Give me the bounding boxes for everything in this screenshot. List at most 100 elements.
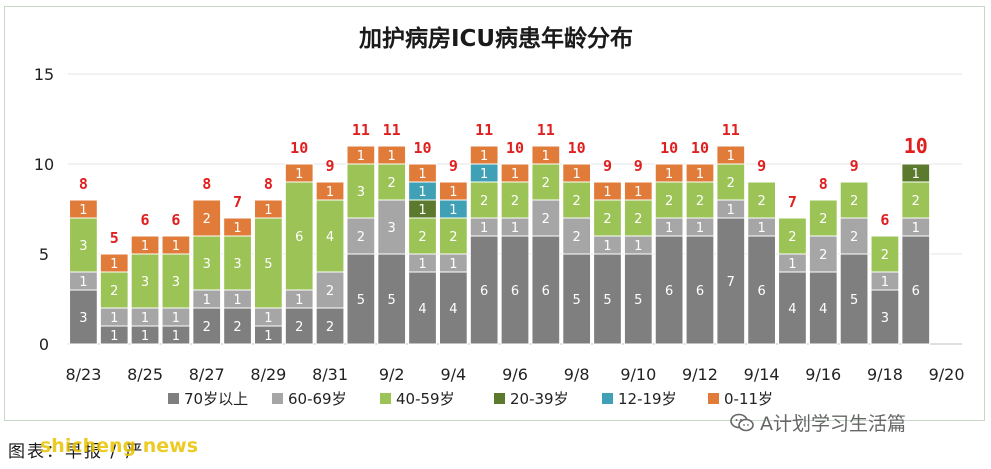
segment-label: 1 [449, 185, 457, 200]
segment-label: 1 [480, 149, 488, 164]
x-tick-label: 9/20 [929, 365, 965, 384]
x-tick-label: 8/31 [312, 365, 348, 384]
segment-label: 2 [511, 194, 519, 209]
segment-label: 1 [603, 239, 611, 254]
wechat-icon [730, 413, 754, 433]
segment-label: 1 [727, 203, 735, 218]
segment-label: 5 [264, 257, 272, 272]
segment-label: 2 [850, 230, 858, 245]
segment-label: 1 [264, 311, 272, 326]
bar-segment [315, 181, 345, 201]
total-label: 8 [819, 175, 828, 193]
segment-label: 3 [881, 311, 889, 326]
bar-segment [839, 181, 869, 219]
total-label: 11 [383, 121, 401, 139]
segment-label: 6 [757, 284, 765, 299]
segment-label: 1 [110, 257, 118, 272]
bar-segment [593, 199, 622, 237]
bar-segment [870, 235, 900, 273]
segment-label: 2 [110, 284, 118, 299]
bar-segment [685, 235, 715, 345]
bar-segment [870, 289, 900, 345]
segment-label: 3 [203, 257, 211, 272]
segment-label: 1 [418, 185, 426, 200]
y-tick-label: 5 [39, 245, 49, 264]
bar-segment [500, 163, 530, 183]
x-tick-label: 9/8 [564, 365, 590, 384]
legend-label: 20-39岁 [510, 390, 569, 408]
bar-segment [377, 199, 407, 255]
segment-label: 2 [357, 230, 365, 245]
segment-label: 1 [573, 167, 581, 182]
segment-label: 2 [326, 320, 334, 335]
legend-label: 40-59岁 [396, 390, 455, 408]
total-label: 8 [202, 175, 211, 193]
total-label: 10 [904, 134, 928, 158]
segment-label: 1 [110, 311, 118, 326]
legend-item: 20-39岁 [494, 390, 569, 408]
segment-label: 2 [233, 320, 241, 335]
watermark-text: shicheng news [40, 435, 199, 457]
bar-segment [130, 253, 160, 309]
segment-label: 1 [912, 167, 920, 182]
segment-label: 2 [203, 212, 211, 227]
segment-label: 2 [449, 230, 457, 245]
segment-label: 1 [141, 239, 149, 254]
segment-label: 5 [573, 293, 581, 308]
segment-label: 4 [449, 302, 457, 317]
segment-label: 3 [172, 275, 180, 290]
legend-swatch [602, 393, 613, 404]
total-label: 7 [788, 193, 797, 211]
x-tick-label: 9/14 [744, 365, 780, 384]
segment-label: 1 [388, 149, 396, 164]
segment-label: 1 [480, 221, 488, 236]
segment-label: 1 [788, 257, 796, 272]
bar-segment [654, 181, 684, 219]
segment-label: 5 [388, 293, 396, 308]
segment-label: 6 [912, 284, 920, 299]
legend-item: 12-19岁 [602, 390, 677, 408]
segment-label: 1 [727, 149, 735, 164]
segment-label: 1 [141, 311, 149, 326]
legend-item: 70岁以上 [168, 390, 248, 408]
total-label: 11 [537, 121, 555, 139]
segment-label: 2 [295, 320, 303, 335]
segment-label: 1 [141, 329, 149, 344]
bar-segment [623, 181, 653, 201]
segment-label: 6 [696, 284, 704, 299]
segment-label: 1 [912, 221, 920, 236]
bar-segment [839, 217, 869, 255]
bar-segment [623, 253, 653, 345]
y-tick-label: 10 [34, 155, 54, 174]
segment-label: 1 [757, 221, 765, 236]
segment-label: 6 [665, 284, 673, 299]
segment-label: 4 [418, 302, 426, 317]
bar-segment [901, 181, 931, 219]
bar-segment [99, 271, 129, 309]
bar-segment [161, 253, 191, 309]
total-label: 9 [634, 157, 643, 175]
segment-label: 2 [542, 176, 550, 191]
bar-segment [531, 145, 561, 165]
segment-label: 3 [388, 221, 396, 236]
segment-label: 1 [264, 329, 272, 344]
bar-segment [716, 163, 746, 201]
bar-segment [315, 199, 345, 273]
total-label: 5 [110, 229, 119, 247]
y-axis: 0 5 10 15 [34, 65, 54, 354]
total-label: 10 [691, 139, 709, 157]
x-tick-label: 9/10 [620, 365, 656, 384]
chart-title: 加护病房ICU病患年龄分布 [358, 25, 633, 52]
bar-segment [500, 181, 530, 219]
wechat-tag-text: A计划学习生活篇 [760, 413, 906, 435]
segment-label: 5 [850, 293, 858, 308]
segment-label: 6 [542, 284, 550, 299]
segment-label: 1 [418, 257, 426, 272]
bar-segment [69, 289, 98, 345]
total-label: 9 [449, 157, 458, 175]
segment-label: 2 [542, 212, 550, 227]
bar-segment [408, 163, 437, 183]
segment-label: 2 [788, 230, 796, 245]
bar-segment [685, 181, 715, 219]
segment-label: 3 [79, 311, 87, 326]
